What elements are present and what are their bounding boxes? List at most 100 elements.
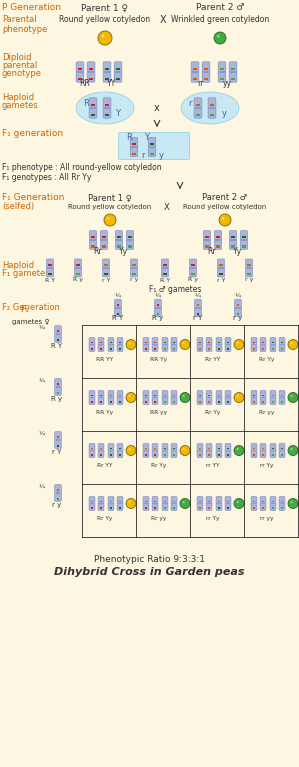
Text: F₂ Generation: F₂ Generation xyxy=(2,304,60,312)
Bar xyxy=(100,401,102,403)
Bar xyxy=(272,454,274,456)
FancyBboxPatch shape xyxy=(108,337,114,351)
Bar xyxy=(172,449,176,451)
Bar xyxy=(104,107,110,110)
Bar xyxy=(218,448,220,449)
FancyBboxPatch shape xyxy=(100,231,108,249)
FancyBboxPatch shape xyxy=(98,337,104,351)
Bar xyxy=(164,395,166,396)
Bar xyxy=(105,78,109,81)
Bar xyxy=(110,341,112,343)
FancyBboxPatch shape xyxy=(152,443,158,457)
Bar xyxy=(100,508,102,509)
Bar xyxy=(208,508,210,509)
Bar xyxy=(205,245,209,248)
FancyBboxPatch shape xyxy=(89,337,95,351)
Text: Parental: Parental xyxy=(2,15,36,25)
Ellipse shape xyxy=(76,92,134,124)
Bar xyxy=(110,508,112,509)
Bar xyxy=(100,348,102,350)
Bar xyxy=(248,273,251,275)
FancyBboxPatch shape xyxy=(197,337,203,351)
Bar xyxy=(144,502,148,505)
FancyBboxPatch shape xyxy=(117,390,123,404)
Bar xyxy=(150,143,154,145)
FancyBboxPatch shape xyxy=(55,485,61,502)
Circle shape xyxy=(291,342,293,344)
Bar xyxy=(91,348,93,350)
Bar xyxy=(192,71,198,74)
Bar xyxy=(235,307,241,309)
Text: x: x xyxy=(154,103,160,113)
Bar xyxy=(237,304,239,306)
Bar xyxy=(99,344,103,345)
FancyBboxPatch shape xyxy=(89,98,97,118)
FancyBboxPatch shape xyxy=(216,443,222,457)
Bar xyxy=(91,508,93,509)
Text: F₁ generation: F₁ generation xyxy=(2,129,63,137)
FancyBboxPatch shape xyxy=(114,62,122,82)
Bar xyxy=(226,502,230,505)
Circle shape xyxy=(288,393,298,403)
FancyBboxPatch shape xyxy=(245,259,253,277)
Bar xyxy=(153,344,157,345)
Bar xyxy=(119,454,121,456)
Bar xyxy=(227,501,229,502)
Bar xyxy=(204,67,208,70)
Bar xyxy=(253,348,255,350)
Bar xyxy=(154,395,156,396)
Bar xyxy=(118,397,122,398)
Text: Yy: Yy xyxy=(119,246,129,255)
Text: r y: r y xyxy=(245,278,253,282)
Bar xyxy=(218,395,220,396)
Bar xyxy=(103,267,109,269)
Bar xyxy=(199,348,201,350)
Bar xyxy=(164,273,167,275)
Bar xyxy=(91,401,93,403)
Text: F₁ gametes: F₁ gametes xyxy=(2,269,50,278)
FancyBboxPatch shape xyxy=(216,390,222,404)
Bar xyxy=(119,501,121,502)
Bar xyxy=(227,348,229,350)
Text: X: X xyxy=(160,15,166,25)
Bar xyxy=(57,436,60,438)
Circle shape xyxy=(129,501,131,503)
Bar xyxy=(219,264,222,266)
Bar xyxy=(280,344,284,345)
Text: r y: r y xyxy=(52,502,62,508)
Text: r Y: r Y xyxy=(52,449,62,455)
FancyBboxPatch shape xyxy=(152,390,158,404)
FancyBboxPatch shape xyxy=(217,259,225,277)
FancyBboxPatch shape xyxy=(171,443,177,457)
Bar xyxy=(154,501,156,502)
Bar xyxy=(230,239,236,242)
FancyBboxPatch shape xyxy=(87,62,95,82)
Bar xyxy=(227,448,229,449)
Bar xyxy=(109,449,113,451)
Bar xyxy=(205,236,209,238)
FancyBboxPatch shape xyxy=(155,299,161,317)
Bar xyxy=(208,454,210,456)
Bar xyxy=(218,454,220,456)
FancyBboxPatch shape xyxy=(161,259,169,277)
Bar xyxy=(131,146,137,148)
Bar xyxy=(199,448,201,449)
FancyBboxPatch shape xyxy=(98,496,104,511)
Bar xyxy=(252,449,256,451)
Bar xyxy=(164,264,167,266)
Bar xyxy=(145,448,147,449)
Text: Rr Yy: Rr Yy xyxy=(151,463,167,468)
Text: ¼: ¼ xyxy=(115,294,121,298)
Circle shape xyxy=(288,446,298,456)
FancyBboxPatch shape xyxy=(55,326,61,342)
Bar xyxy=(101,239,107,242)
Bar xyxy=(157,304,159,306)
Circle shape xyxy=(101,35,105,38)
Bar xyxy=(89,67,93,70)
Bar xyxy=(75,267,81,269)
Bar xyxy=(262,448,264,449)
Bar xyxy=(57,331,60,332)
Bar xyxy=(198,344,202,345)
Bar xyxy=(162,267,168,269)
Text: Phenotypic Ratio 9:3:3:1: Phenotypic Ratio 9:3:3:1 xyxy=(94,555,205,565)
